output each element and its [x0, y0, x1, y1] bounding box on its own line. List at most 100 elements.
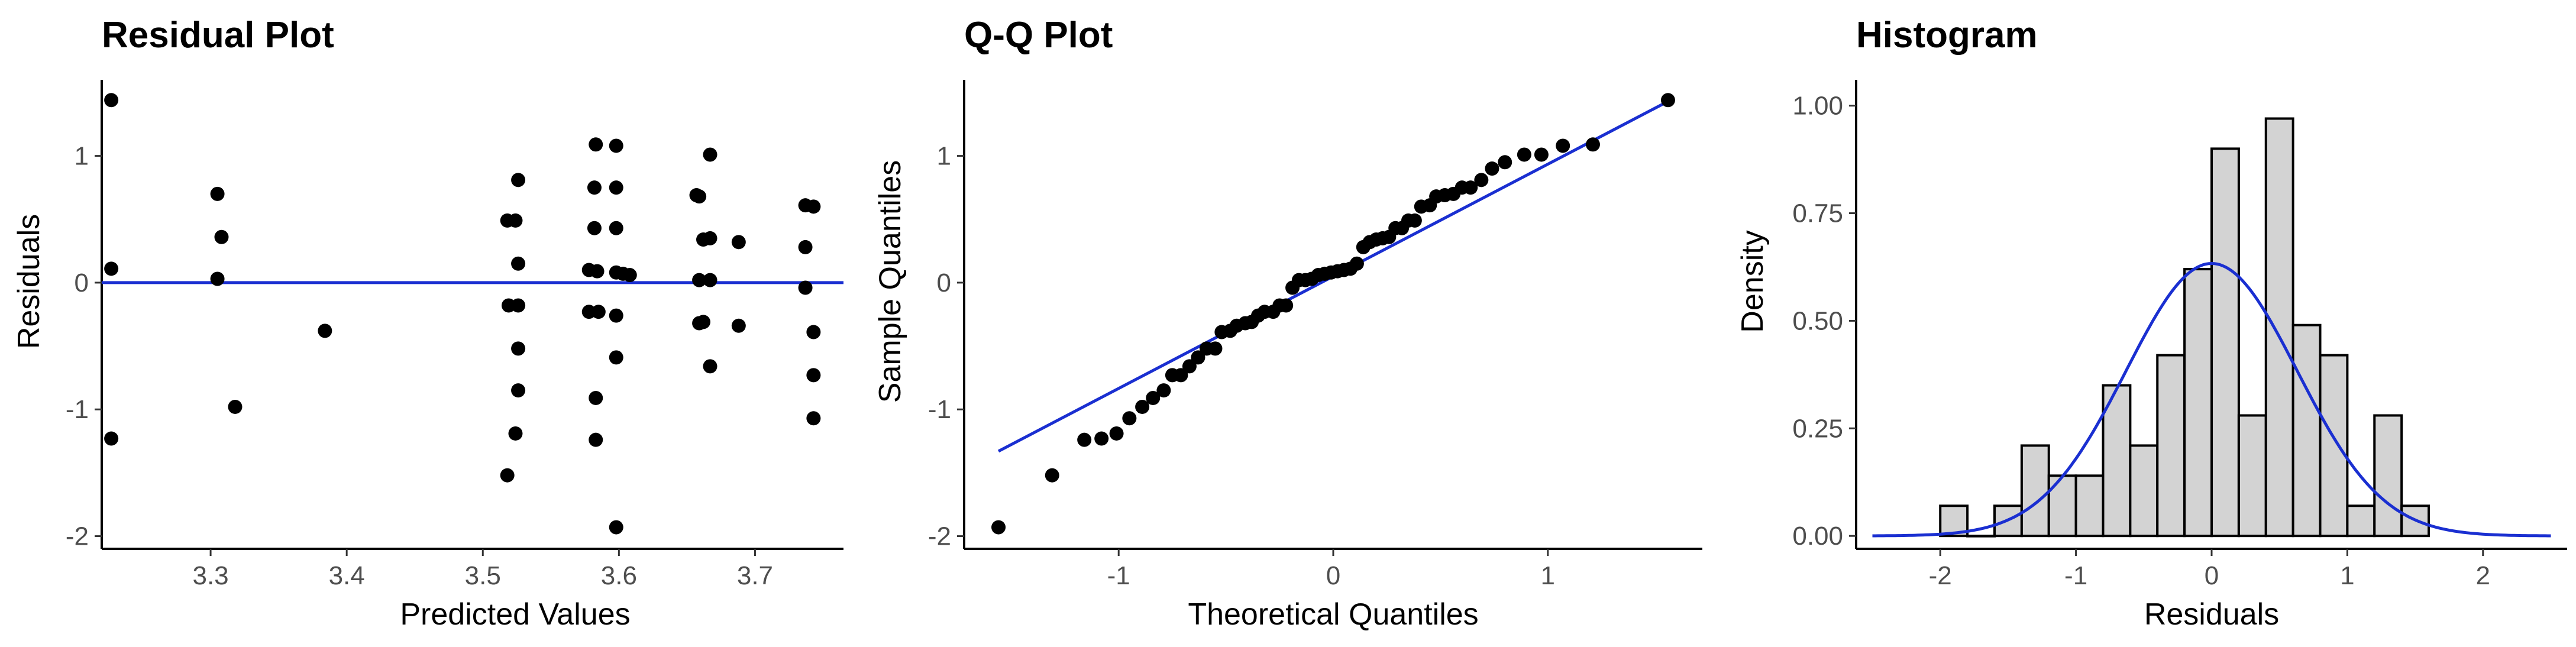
residual-plot-point [104, 93, 119, 108]
qq-plot-point [1077, 432, 1092, 447]
qq-plot-point [1094, 431, 1109, 446]
histogram-bar [2047, 474, 2077, 538]
histogram-bar [2264, 117, 2294, 538]
residual-plot-point [806, 325, 821, 339]
qq-plot-point [1585, 137, 1600, 152]
qq-plot-point [1135, 399, 1150, 414]
qq-plot-x-tick-label: 0 [1326, 561, 1340, 590]
residual-plot-point [731, 318, 746, 333]
qq-plot-point [1407, 213, 1422, 228]
qq-plot-point [1349, 256, 1364, 271]
residual-plot-point [703, 273, 717, 287]
histogram-y-tick-label: 0.75 [1792, 199, 1843, 228]
residual-plot-point [511, 256, 526, 271]
qq-plot-point [1174, 368, 1188, 383]
histogram-bar [2237, 414, 2267, 538]
residual-plot-point [318, 324, 332, 338]
histogram-x-tick-label: 1 [2340, 561, 2354, 590]
histogram-bar [2020, 444, 2050, 538]
residual-plot-point [589, 390, 603, 405]
histogram-x-axis-title: Residuals [2144, 597, 2279, 632]
residual-plot-point [214, 229, 229, 244]
histogram-bar [2210, 147, 2240, 538]
residual-plot-point [104, 431, 119, 446]
residual-plot-point [511, 383, 526, 398]
residual-plot-x-axis-title: Predicted Values [400, 597, 630, 632]
histogram-bar [2129, 444, 2159, 538]
residual-plot-panel: Residual Plot Predicted Values Residuals… [12, 15, 843, 632]
histogram-panel: Histogram Residuals Density -2 -1 0 1 2 0.00 0… [1735, 15, 2567, 632]
residual-plot-point [731, 235, 746, 250]
residual-plot-title: Residual Plot [102, 15, 334, 56]
residual-plot-point [589, 432, 603, 447]
residual-plot-point [798, 280, 813, 295]
qq-plot-x-tick-label: 1 [1541, 561, 1555, 590]
residual-plot-point [587, 221, 602, 235]
qq-plot-point [991, 520, 1006, 535]
residual-plot-point [798, 240, 813, 254]
residual-plot-point [587, 180, 602, 195]
residual-plot-point [806, 368, 821, 383]
residual-plot-point [511, 341, 526, 356]
residual-plot-point [511, 173, 526, 187]
residual-plot-point [703, 359, 717, 374]
histogram-bar [2373, 414, 2403, 538]
residual-plot-x-tick-label: 3.4 [329, 561, 365, 590]
residual-plot-point [692, 189, 707, 204]
residual-plot-point [508, 213, 523, 228]
residual-plot-point [703, 231, 717, 245]
residual-plot-point [508, 426, 523, 441]
qq-plot-point [1660, 93, 1675, 108]
residual-plot-point [511, 298, 526, 313]
qq-plot-point [1045, 468, 1059, 483]
residual-plot-point [589, 137, 603, 152]
residual-plot-point [806, 199, 821, 214]
histogram-bar [2291, 324, 2322, 538]
residual-plot-point [210, 186, 225, 201]
histogram-bar [2156, 354, 2186, 538]
residual-plot-point [609, 138, 623, 153]
residual-plot-point [696, 315, 711, 329]
qq-plot-point [1191, 350, 1205, 365]
histogram-y-axis-title: Density [1735, 230, 1770, 332]
histogram-bar [2346, 504, 2376, 538]
histogram-x-tick-label: 2 [2476, 561, 2490, 590]
histogram-bar [2319, 354, 2349, 538]
qq-plot-point [1279, 298, 1294, 313]
qq-plot-point [1517, 147, 1531, 162]
residual-plot-y-tick-label: -1 [66, 395, 89, 424]
residual-plot-point [591, 305, 606, 319]
qq-plot-point [1146, 390, 1161, 405]
qq-plot-y-axis-title: Sample Quantiles [873, 160, 907, 403]
qq-plot-y-tick-label: -1 [928, 395, 951, 424]
residual-plot-point [590, 264, 605, 279]
residual-plot-point [210, 271, 225, 286]
histogram-y-tick-label: 0.25 [1792, 414, 1843, 443]
histogram-x-tick-label: -1 [2064, 561, 2087, 590]
qq-plot-x-tick-label: -1 [1107, 561, 1130, 590]
qq-plot-point [1122, 411, 1137, 426]
qq-plot-y-tick-label: 1 [937, 142, 951, 171]
residual-plot-point [622, 268, 637, 283]
residual-plot-x-tick-label: 3.7 [737, 561, 773, 590]
residual-plot-point [609, 180, 623, 195]
qq-plot-point [1556, 138, 1570, 153]
residual-plot-point [609, 520, 623, 535]
qq-plot-y-tick-label: 0 [937, 268, 951, 297]
residual-plot-x-tick-label: 3.3 [192, 561, 228, 590]
residual-plot-y-tick-label: 0 [75, 268, 89, 297]
histogram-density-curve [1872, 261, 2551, 538]
residual-plot-y-axis-title: Residuals [12, 214, 46, 349]
qq-plot-panel: Q-Q Plot Theoretical Quantiles Sample Qu… [873, 15, 1702, 632]
histogram-x-tick-label: -2 [1929, 561, 1952, 590]
residual-plot-point [609, 221, 623, 235]
residual-plot-point [703, 147, 717, 162]
histogram-bar [2074, 474, 2105, 538]
residual-plot-x-tick-label: 3.6 [601, 561, 637, 590]
qq-plot-point [1156, 383, 1171, 398]
residual-plot-y-tick-label: 1 [75, 142, 89, 171]
histogram-y-tick-label: 1.00 [1792, 92, 1843, 121]
residual-plot-point [104, 261, 119, 276]
